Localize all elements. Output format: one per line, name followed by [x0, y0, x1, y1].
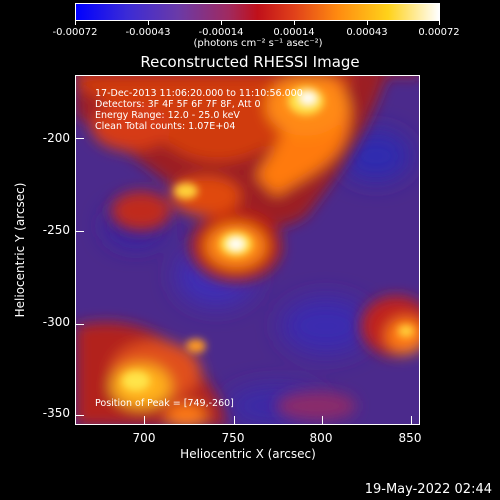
colorbar-tick-label: 0.00072: [418, 27, 460, 38]
colorbar-tick-label: -0.00043: [125, 27, 171, 38]
energy-range: Energy Range: 12.0 - 25.0 keV: [95, 110, 240, 121]
time-range: 17-Dec-2013 11:06:20.000 to 11:10:56.000: [95, 88, 303, 99]
y-axis-label: Heliocentric Y (arcsec): [13, 182, 27, 318]
solar-image: [75, 75, 420, 425]
colorbar-tick-mark: [367, 21, 368, 25]
y-tick-label: -250: [42, 223, 70, 237]
peak-position: Position of Peak = [749,-260]: [95, 398, 234, 409]
timestamp: 19-May-2022 02:44: [364, 482, 492, 497]
colorbar-tick-label: 0.00043: [346, 27, 388, 38]
y-tick-label: -200: [42, 131, 70, 145]
colorbar-tick-label: -0.00014: [198, 27, 244, 38]
flux-map: [76, 76, 419, 424]
colorbar-tick-label: 0.00014: [273, 27, 315, 38]
colorbar-tick-mark: [221, 21, 222, 25]
x-tick-label: 800: [309, 431, 333, 445]
image-title: Reconstructed RHESSI Image: [140, 53, 360, 71]
colorbar-tick-mark: [439, 21, 440, 25]
colorbar-units: (photons cm⁻² s⁻¹ asec⁻²): [193, 38, 323, 49]
detectors: Detectors: 3F 4F 5F 6F 7F 8F, Att 0: [95, 99, 261, 110]
x-tick-label: 750: [221, 431, 245, 445]
x-axis-label: Heliocentric X (arcsec): [180, 447, 316, 461]
colorbar-tick-label: -0.00072: [52, 27, 98, 38]
colorbar: [75, 3, 440, 21]
colorbar-tick-mark: [294, 21, 295, 25]
colorbar-tick-mark: [148, 21, 149, 25]
x-tick-label: 700: [132, 431, 156, 445]
colorbar-tick-mark: [75, 21, 76, 25]
y-tick-label: -300: [42, 315, 70, 329]
x-tick-label: 850: [398, 431, 422, 445]
y-tick-label: -350: [42, 406, 70, 420]
clean-counts: Clean Total counts: 1.07E+04: [95, 121, 236, 132]
